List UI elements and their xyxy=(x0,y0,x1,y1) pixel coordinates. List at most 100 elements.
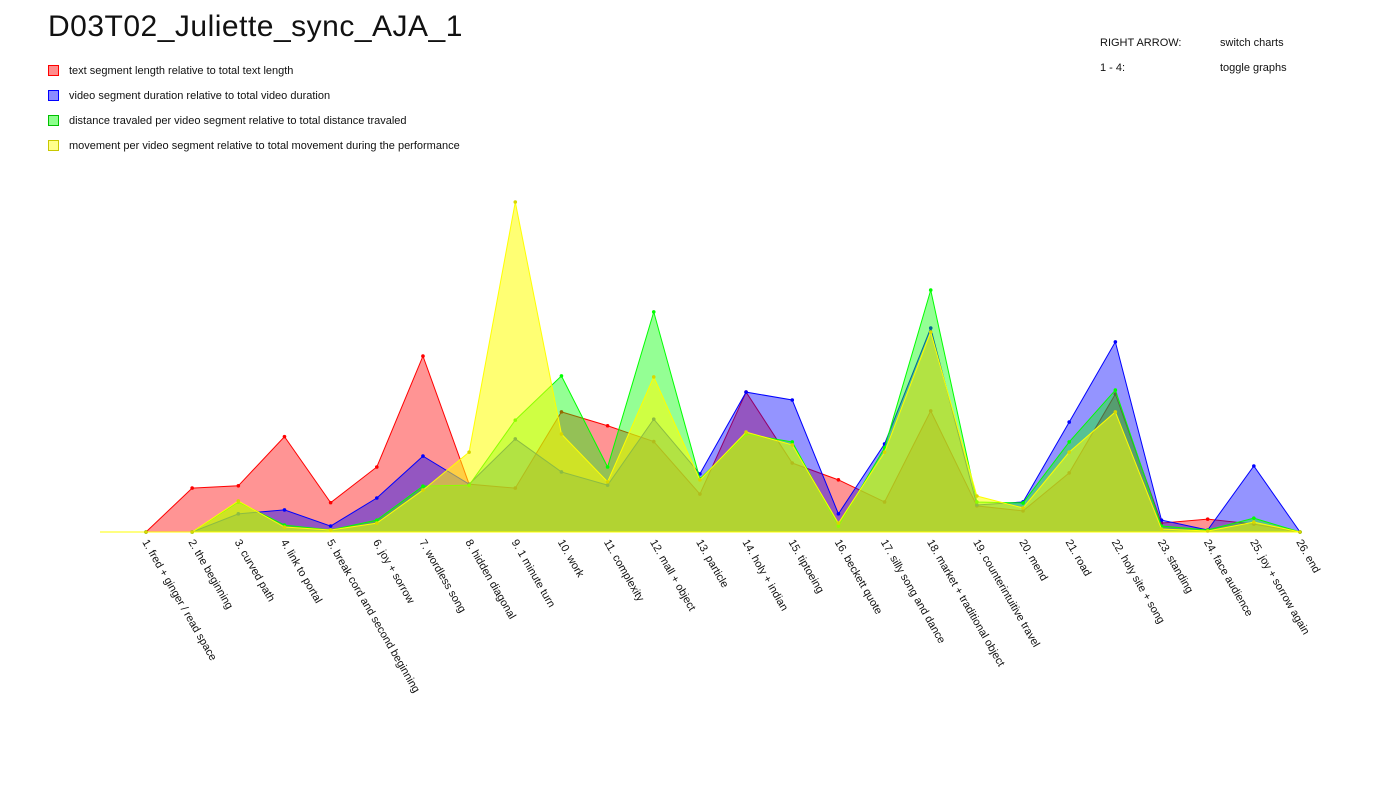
point-text xyxy=(375,465,379,469)
point-movement xyxy=(1252,520,1256,524)
point-video xyxy=(1252,464,1256,468)
help-action: toggle graphs xyxy=(1220,61,1287,74)
point-video xyxy=(421,454,425,458)
x-tick-label: 24. face audience xyxy=(1201,538,1255,619)
area-video xyxy=(100,326,1301,533)
x-tick-label: 23. standing xyxy=(1155,538,1195,596)
point-video xyxy=(328,524,333,528)
help-row-switch: RIGHT ARROW: switch charts xyxy=(1100,30,1287,55)
point-distance xyxy=(559,374,564,378)
x-tick-label: 2. the beginning xyxy=(186,538,236,612)
point-movement xyxy=(1205,529,1210,533)
x-tick-label: 15. tiptoeing xyxy=(786,538,826,596)
point-text xyxy=(836,478,841,482)
point-distance xyxy=(790,440,795,444)
x-tick-label: 26. end xyxy=(1293,538,1322,576)
point-text xyxy=(559,410,564,414)
legend-item-distance: distance travaled per video segment rela… xyxy=(48,108,460,133)
point-movement xyxy=(236,499,241,503)
point-movement xyxy=(836,521,841,525)
point-movement xyxy=(328,528,333,532)
point-text xyxy=(328,500,333,505)
help-action: switch charts xyxy=(1220,36,1284,49)
x-tick-label: 22. holy site + song xyxy=(1109,538,1167,626)
point-movement xyxy=(282,525,287,529)
point-movement xyxy=(190,530,194,534)
point-movement xyxy=(375,521,379,525)
point-movement xyxy=(975,494,979,498)
area-movement xyxy=(100,201,1301,533)
legend-item-text: text segment length relative to total te… xyxy=(48,58,460,83)
point-movement xyxy=(1067,450,1071,454)
point-distance xyxy=(928,288,933,292)
point-video xyxy=(928,326,933,330)
point-distance xyxy=(375,518,379,522)
x-tick-label: 21. road xyxy=(1063,538,1094,579)
point-movement xyxy=(1021,506,1025,510)
point-movement xyxy=(1159,527,1164,531)
x-tick-label: 12. mall + object xyxy=(647,538,698,614)
point-distance xyxy=(1067,440,1071,444)
point-movement xyxy=(651,375,656,379)
legend-label-text: text segment length relative to total te… xyxy=(69,64,294,77)
legend-swatch-movement xyxy=(48,140,59,151)
point-text xyxy=(421,354,425,358)
legend-swatch-text xyxy=(48,65,59,76)
x-tick-label: 3. curved path xyxy=(232,538,277,604)
series-movement xyxy=(100,200,1302,534)
legend-item-video: video segment duration relative to total… xyxy=(48,83,460,108)
x-tick-label: 7. wordless song xyxy=(416,538,468,615)
point-movement xyxy=(513,200,518,204)
point-video xyxy=(375,496,379,500)
point-video xyxy=(836,512,841,516)
help-key: RIGHT ARROW: xyxy=(1100,36,1182,49)
chart-title: D03T02_Juliette_sync_AJA_1 xyxy=(48,10,463,43)
point-text xyxy=(282,434,287,439)
point-video xyxy=(744,390,748,394)
point-movement xyxy=(605,480,610,484)
legend-label-video: video segment duration relative to total… xyxy=(69,89,331,102)
point-movement xyxy=(790,443,795,447)
point-movement xyxy=(1113,410,1118,414)
point-movement xyxy=(882,450,887,454)
point-movement xyxy=(421,488,425,492)
point-distance xyxy=(1252,516,1256,520)
legend: text segment length relative to total te… xyxy=(48,58,460,158)
point-text xyxy=(236,484,241,488)
point-distance xyxy=(1113,388,1118,392)
legend-label-movement: movement per video segment relative to t… xyxy=(69,139,460,152)
help-row-toggle: 1 - 4: toggle graphs xyxy=(1100,55,1287,80)
x-tick-label: 8. hidden diagonal xyxy=(463,538,518,622)
legend-swatch-video xyxy=(48,90,59,101)
point-movement xyxy=(698,478,702,482)
point-video xyxy=(1113,340,1118,344)
x-tick-label: 9. 1 minute turn xyxy=(509,538,558,610)
x-tick-label: 16. beckett quote xyxy=(832,538,885,617)
point-movement xyxy=(467,450,471,454)
x-tick-label: 20. mend xyxy=(1016,538,1049,584)
x-tick-label: 11. complexity xyxy=(601,538,646,605)
point-movement xyxy=(928,330,933,334)
keyboard-help: RIGHT ARROW: switch charts 1 - 4: toggle… xyxy=(1100,30,1287,80)
point-video xyxy=(1067,420,1071,424)
point-text xyxy=(605,423,610,428)
x-tick-label: 14. holy + indian xyxy=(739,538,790,614)
point-movement xyxy=(144,530,148,534)
point-text xyxy=(190,486,194,490)
point-text xyxy=(1205,517,1210,521)
point-distance xyxy=(1021,501,1025,505)
legend-swatch-distance xyxy=(48,115,59,126)
point-video xyxy=(790,398,795,402)
x-tick-label: 4. link to portal xyxy=(278,538,324,606)
x-tick-label: 5. break cord and second beginning xyxy=(324,538,422,695)
point-distance xyxy=(651,310,656,314)
point-movement xyxy=(1298,530,1302,534)
legend-item-movement: movement per video segment relative to t… xyxy=(48,133,460,158)
point-movement xyxy=(744,430,748,434)
x-tick-label: 6. joy + sorrow xyxy=(370,538,416,606)
x-tick-label: 10. work xyxy=(555,538,586,580)
point-movement xyxy=(559,432,564,436)
point-distance xyxy=(605,465,610,469)
legend-label-distance: distance travaled per video segment rela… xyxy=(69,114,407,127)
